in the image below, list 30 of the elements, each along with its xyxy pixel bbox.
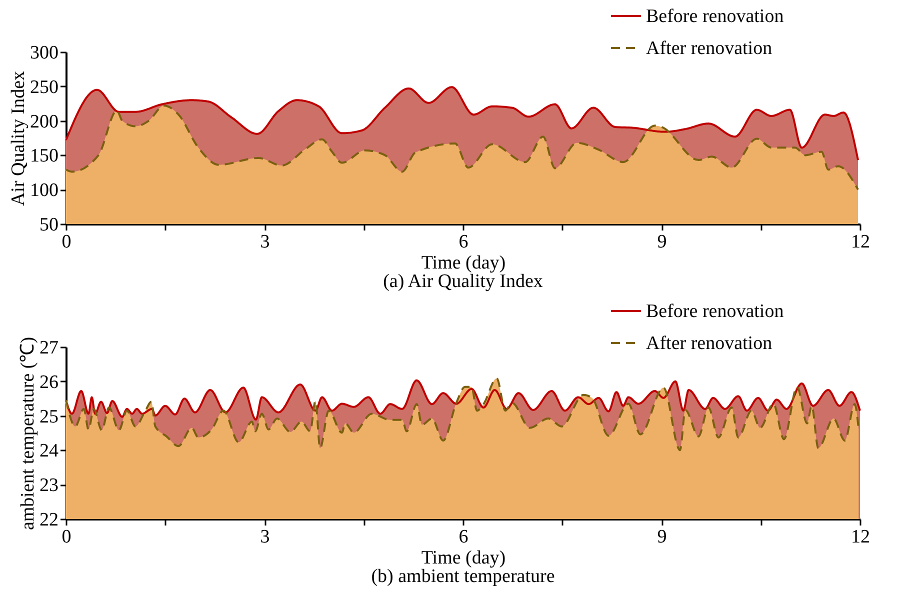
y-tick-label: 23	[40, 475, 58, 496]
x-tick-label: 0	[62, 232, 72, 252]
x-tick-label: 12	[851, 526, 870, 548]
x-axis-title: Time (day)	[421, 548, 506, 568]
legend-label: Before renovation	[646, 301, 784, 322]
x-tick-label: 6	[458, 526, 468, 548]
legend-label: After renovation	[646, 333, 773, 354]
y-axis-title: Air Quality Index	[8, 70, 29, 206]
y-tick-label: 100	[30, 180, 58, 202]
y-tick-label: 250	[30, 76, 58, 98]
y-tick-label: 300	[30, 42, 58, 64]
x-tick-label: 12	[851, 232, 870, 252]
y-tick-label: 150	[30, 146, 58, 167]
x-tick-label: 0	[62, 526, 72, 548]
y-tick-label: 26	[40, 372, 58, 393]
x-tick-label: 9	[657, 526, 667, 548]
y-tick-label: 22	[40, 510, 58, 530]
y-axis-title: ambient temperature (℃)	[18, 336, 38, 530]
x-tick-label: 3	[260, 232, 270, 252]
legend-label: After renovation	[646, 38, 773, 59]
y-tick-label: 24	[40, 440, 59, 462]
x-tick-label: 9	[657, 232, 667, 252]
y-tick-label: 25	[40, 406, 58, 428]
x-tick-label: 6	[458, 232, 468, 252]
x-tick-label: 3	[260, 526, 270, 548]
y-tick-label: 200	[30, 111, 58, 132]
legend-label: Before renovation	[646, 6, 784, 27]
y-tick-label: 27	[40, 338, 58, 358]
y-tick-label: 50	[40, 214, 58, 236]
x-axis-title: Time (day)	[421, 252, 506, 274]
